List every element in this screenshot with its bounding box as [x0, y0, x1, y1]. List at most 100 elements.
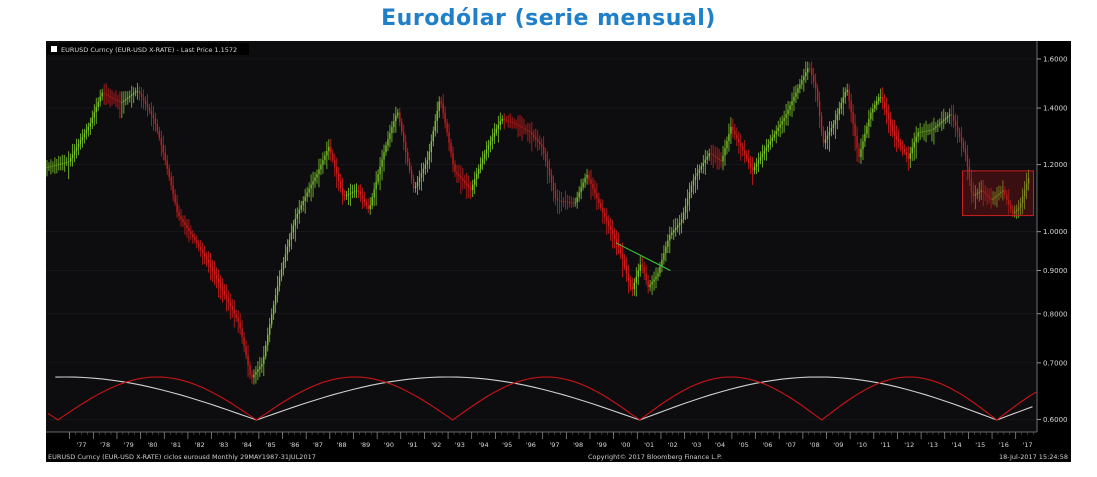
x-tick-label: '81 [171, 441, 181, 449]
candle-body [243, 337, 245, 347]
candle-body [933, 127, 935, 130]
candle-body [464, 180, 466, 184]
candle-body [822, 131, 825, 144]
candle-body [818, 101, 821, 116]
candle-body [113, 98, 115, 100]
candle-body [864, 133, 866, 142]
footer-center: Copyright© 2017 Bloomberg Finance L.P. [588, 453, 722, 461]
candle-body [399, 112, 401, 123]
candle-body [60, 163, 62, 165]
candle-body [655, 276, 657, 280]
x-tick-label: '94 [479, 441, 489, 449]
candle-body [570, 202, 572, 204]
short-cycle-curve [47, 376, 1037, 421]
candle-body [176, 202, 178, 212]
candle-body [688, 192, 691, 199]
candle-body [809, 68, 811, 70]
candle-body [564, 201, 567, 203]
candle-body [345, 195, 348, 196]
candle-body [477, 168, 480, 175]
candle-body [62, 163, 64, 164]
candle-body [767, 144, 770, 148]
candle-body [485, 149, 488, 154]
annotation-layer [615, 170, 1034, 271]
candle-body [730, 126, 732, 134]
candle-body [341, 187, 344, 196]
candle-body [647, 280, 649, 288]
candle-body [123, 100, 125, 102]
candle-body [927, 130, 929, 132]
x-tick-label: '88 [337, 441, 347, 449]
candle-body [690, 185, 693, 193]
candle-body [221, 286, 224, 291]
candle-body [324, 155, 326, 161]
candle-body [127, 97, 129, 99]
candle-body [200, 246, 202, 250]
candle-body [233, 309, 235, 314]
candle-body [1017, 207, 1020, 210]
candle-body [272, 304, 275, 315]
candle-body [414, 186, 417, 189]
candle-body [978, 191, 980, 194]
candle-body [466, 183, 468, 186]
candle-body [998, 193, 1000, 196]
candle-body [521, 126, 523, 128]
candle-body [550, 175, 553, 183]
candle-body [349, 193, 352, 195]
candle-body [1006, 194, 1008, 200]
candle-body [225, 295, 228, 299]
x-tick-label: '08 [810, 441, 820, 449]
x-tick-label: '14 [952, 441, 962, 449]
y-tick-label: 1.4000 [1043, 105, 1068, 113]
candle-body [596, 193, 598, 199]
candle-body [901, 145, 904, 149]
candle-body [907, 155, 909, 159]
candle-body [472, 184, 474, 191]
candle-body [111, 97, 113, 99]
candle-body [363, 198, 366, 203]
candle-body [539, 141, 541, 145]
candle-body [300, 205, 302, 210]
candle-body [497, 124, 500, 129]
candle-body [46, 167, 48, 169]
candle-body [308, 188, 310, 193]
candle-body [444, 112, 446, 123]
candle-body [704, 159, 706, 163]
candle-body [791, 101, 793, 106]
candle-body [590, 179, 592, 185]
candle-body [757, 160, 760, 164]
x-tick-label: '98 [573, 441, 583, 449]
candle-body [239, 321, 241, 329]
candle-body [314, 177, 316, 182]
candle-body [840, 102, 842, 109]
candle-body [418, 177, 421, 182]
candle-body [249, 365, 251, 375]
x-tick-label: '10 [857, 441, 867, 449]
candle-body [481, 158, 484, 164]
candle-body [487, 145, 490, 150]
candle-body [180, 216, 182, 220]
candle-body [52, 165, 54, 167]
candle-body [811, 68, 813, 76]
candle-body [866, 126, 868, 134]
candle-body [838, 108, 841, 115]
candle-body [726, 140, 728, 149]
candle-body [158, 131, 161, 139]
candle-body [105, 93, 107, 95]
candle-body [805, 72, 807, 77]
candle-body [580, 187, 582, 193]
x-tick-label: '85 [266, 441, 276, 449]
candle-body [747, 158, 750, 164]
x-tick-label: '79 [124, 441, 134, 449]
candle-body [209, 263, 212, 267]
candle-body [631, 287, 634, 289]
candle-body [339, 180, 342, 188]
candle-body [174, 194, 176, 203]
candle-body [830, 127, 833, 132]
candle-body [117, 100, 119, 102]
candle-body [178, 211, 180, 217]
candle-body [188, 228, 190, 232]
candle-body [779, 124, 781, 128]
candle-body [584, 177, 586, 183]
candle-body [870, 112, 872, 120]
